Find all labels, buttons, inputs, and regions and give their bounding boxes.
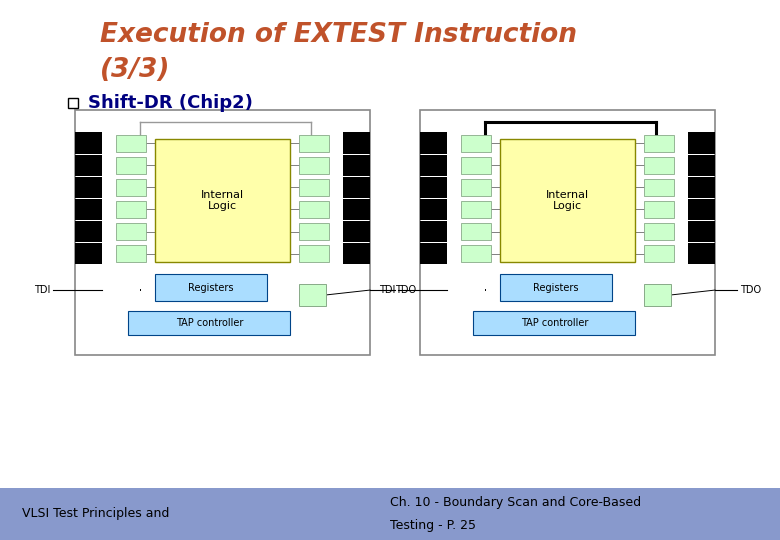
Bar — [154, 139, 290, 262]
Bar — [461, 135, 491, 152]
Text: Testing - P. 25: Testing - P. 25 — [390, 519, 476, 532]
Bar — [644, 157, 674, 174]
Bar — [343, 132, 370, 154]
Bar — [116, 223, 146, 240]
Bar — [300, 135, 328, 152]
Bar — [300, 284, 326, 306]
Text: Registers: Registers — [188, 282, 233, 293]
Text: Shift-DR (Chip2): Shift-DR (Chip2) — [88, 94, 253, 112]
Bar — [75, 199, 101, 220]
Bar — [644, 223, 674, 240]
Bar — [300, 157, 328, 174]
Bar — [420, 154, 446, 176]
Bar — [75, 177, 101, 198]
Bar — [75, 221, 101, 242]
Bar — [116, 157, 146, 174]
Bar — [420, 243, 446, 265]
Bar — [689, 154, 715, 176]
Bar — [461, 245, 491, 262]
Bar — [300, 201, 328, 218]
Bar — [420, 199, 446, 220]
Bar — [300, 245, 328, 262]
Bar — [420, 221, 446, 242]
Bar — [116, 135, 146, 152]
Bar — [343, 243, 370, 265]
Bar — [300, 223, 328, 240]
Text: Internal
Logic: Internal Logic — [201, 190, 244, 212]
Text: Registers: Registers — [533, 282, 579, 293]
Bar — [473, 311, 636, 335]
Bar — [300, 179, 328, 195]
Bar — [420, 110, 715, 355]
Bar — [0, 488, 780, 540]
Text: TAP controller: TAP controller — [520, 318, 588, 328]
Text: TDO: TDO — [395, 285, 416, 295]
Bar — [128, 311, 290, 335]
Text: TDI: TDI — [378, 285, 395, 295]
Bar — [343, 199, 370, 220]
Bar — [68, 98, 78, 108]
Bar — [154, 274, 267, 301]
Bar — [644, 284, 671, 306]
Bar — [420, 177, 446, 198]
Bar — [116, 179, 146, 195]
Bar — [500, 274, 612, 301]
Bar — [644, 245, 674, 262]
Bar — [500, 139, 636, 262]
Bar — [644, 135, 674, 152]
Text: TDI: TDI — [34, 285, 50, 295]
Bar — [420, 132, 446, 154]
Bar — [461, 179, 491, 195]
Text: Internal
Logic: Internal Logic — [546, 190, 589, 212]
Bar — [461, 223, 491, 240]
Bar — [461, 201, 491, 218]
Bar — [75, 132, 101, 154]
Bar — [689, 132, 715, 154]
Text: TDO: TDO — [740, 285, 761, 295]
Bar — [689, 177, 715, 198]
Bar — [75, 243, 101, 265]
Text: VLSI Test Principles and: VLSI Test Principles and — [22, 508, 169, 521]
Bar — [343, 177, 370, 198]
Text: Ch. 10 - Boundary Scan and Core-Based: Ch. 10 - Boundary Scan and Core-Based — [390, 496, 641, 509]
Bar — [461, 157, 491, 174]
Bar — [116, 201, 146, 218]
Bar — [644, 179, 674, 195]
Text: Execution of EXTEST Instruction: Execution of EXTEST Instruction — [100, 22, 577, 48]
Bar — [75, 110, 370, 355]
Bar — [689, 199, 715, 220]
Text: (3/3): (3/3) — [100, 57, 170, 83]
Bar — [75, 154, 101, 176]
Bar — [644, 201, 674, 218]
Bar — [689, 221, 715, 242]
Bar — [343, 221, 370, 242]
Bar — [343, 154, 370, 176]
Bar — [689, 243, 715, 265]
Text: TAP controller: TAP controller — [176, 318, 243, 328]
Bar — [116, 245, 146, 262]
